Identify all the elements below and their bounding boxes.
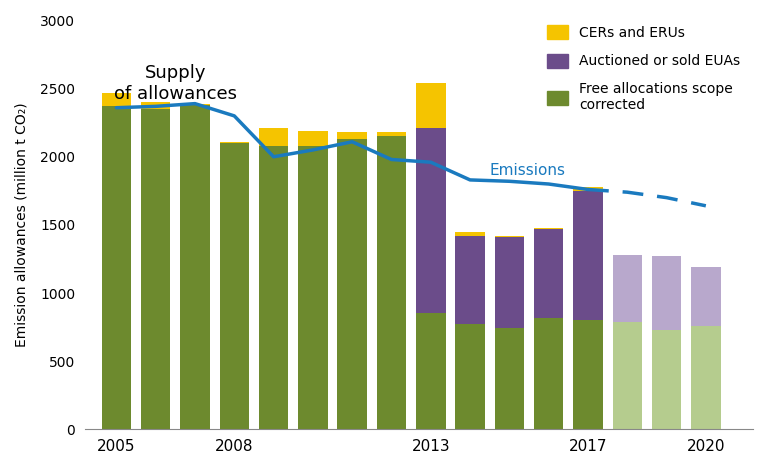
Bar [337, 132, 367, 139]
Bar [220, 143, 249, 429]
Bar [416, 128, 445, 313]
Bar [259, 128, 288, 146]
Bar [534, 229, 564, 318]
Bar [455, 325, 485, 429]
Bar [180, 105, 210, 429]
Bar [613, 322, 642, 429]
Bar [691, 267, 720, 326]
Bar [534, 227, 564, 229]
Text: Supply
of allowances: Supply of allowances [114, 64, 237, 103]
Bar [455, 236, 485, 325]
Bar [416, 83, 445, 128]
Bar [652, 256, 681, 330]
Bar [337, 139, 367, 429]
Bar [652, 330, 681, 429]
Legend: CERs and ERUs, Auctioned or sold EUAs, Free allocations scope
corrected: CERs and ERUs, Auctioned or sold EUAs, F… [542, 19, 746, 118]
Bar [495, 328, 524, 429]
Bar [377, 136, 406, 429]
Bar [613, 255, 642, 322]
Bar [573, 187, 603, 191]
Bar [495, 237, 524, 328]
Y-axis label: Emission allowances (million t CO₂): Emission allowances (million t CO₂) [15, 103, 29, 347]
Bar [534, 318, 564, 429]
Bar [495, 236, 524, 237]
Bar [259, 146, 288, 429]
Bar [573, 191, 603, 320]
Bar [573, 320, 603, 429]
Bar [141, 109, 170, 429]
Bar [180, 104, 210, 105]
Bar [141, 102, 170, 109]
Bar [101, 106, 131, 429]
Bar [416, 313, 445, 429]
Bar [455, 232, 485, 236]
Bar [298, 131, 328, 146]
Bar [691, 326, 720, 429]
Bar [101, 93, 131, 106]
Bar [298, 146, 328, 429]
Text: Emissions: Emissions [490, 163, 566, 178]
Bar [377, 132, 406, 136]
